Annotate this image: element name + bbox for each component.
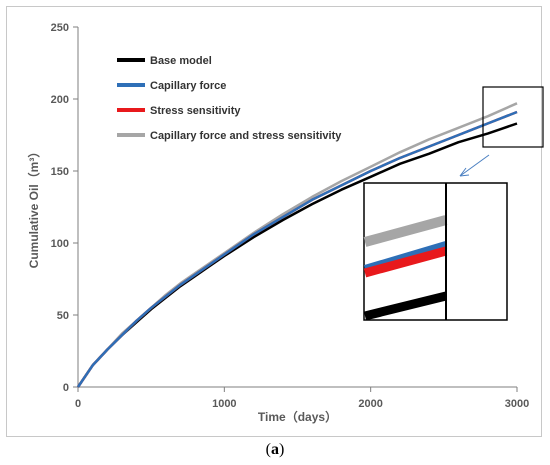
series-lines: [76, 102, 518, 388]
figure-caption: (a): [265, 441, 285, 458]
inset-line: [363, 291, 448, 321]
x-tick-label: 0: [75, 398, 81, 410]
x-axis-label: Time（days）: [258, 409, 337, 424]
line-chart: 0 50 100 150 200 250 0 1000 2000 3000 Time（days） Cu…: [26, 22, 544, 424]
y-tick-label: 250: [51, 22, 69, 34]
y-tick-label: 150: [51, 166, 69, 178]
inset-line: [363, 246, 448, 278]
y-tick-label: 0: [63, 382, 69, 394]
zoom-region-box: [482, 86, 544, 148]
x-tick-label: 1000: [212, 398, 236, 410]
y-tick-label: 100: [51, 238, 69, 250]
zoom-arrow-head: [459, 167, 470, 177]
y-tick-label: 200: [51, 94, 69, 106]
caption-label: a: [271, 441, 279, 458]
y-tick-label: 50: [57, 310, 69, 322]
zoom-inset: [363, 86, 544, 321]
inset-line: [363, 215, 448, 247]
legend-label: Stress sensitivity: [150, 105, 241, 117]
legend-label: Capillary force: [150, 80, 226, 92]
x-tick-label: 2000: [358, 398, 382, 410]
legend-label: Base model: [150, 55, 212, 67]
x-tick-label: 3000: [505, 398, 529, 410]
series-line: [76, 110, 518, 388]
figure-frame: [6, 6, 542, 437]
legend-label: Capillary force and stress sensitivity: [150, 130, 342, 142]
legend: Base model Capillary force Stress sensitiv…: [117, 55, 342, 142]
y-axis-label: Cumulative Oil（m³）: [26, 146, 41, 269]
axes: 0 50 100 150 200 250 0 1000 2000 3000 Time（days） Cu…: [26, 22, 529, 424]
zoom-arrow: [459, 154, 490, 177]
